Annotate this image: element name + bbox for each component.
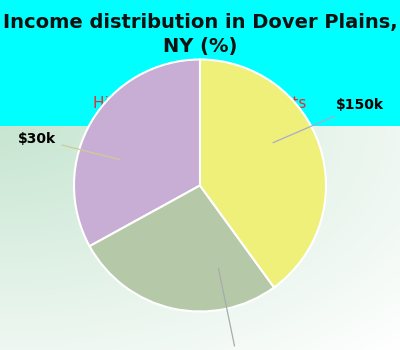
Wedge shape <box>200 60 326 287</box>
Text: $40k: $40k <box>218 268 256 350</box>
Text: $30k: $30k <box>18 132 120 160</box>
Text: $150k: $150k <box>273 98 384 143</box>
Text: Income distribution in Dover Plains,
NY (%): Income distribution in Dover Plains, NY … <box>3 13 397 56</box>
Wedge shape <box>90 186 274 312</box>
Wedge shape <box>74 60 200 246</box>
Text: Hispanic or Latino residents: Hispanic or Latino residents <box>93 96 307 111</box>
